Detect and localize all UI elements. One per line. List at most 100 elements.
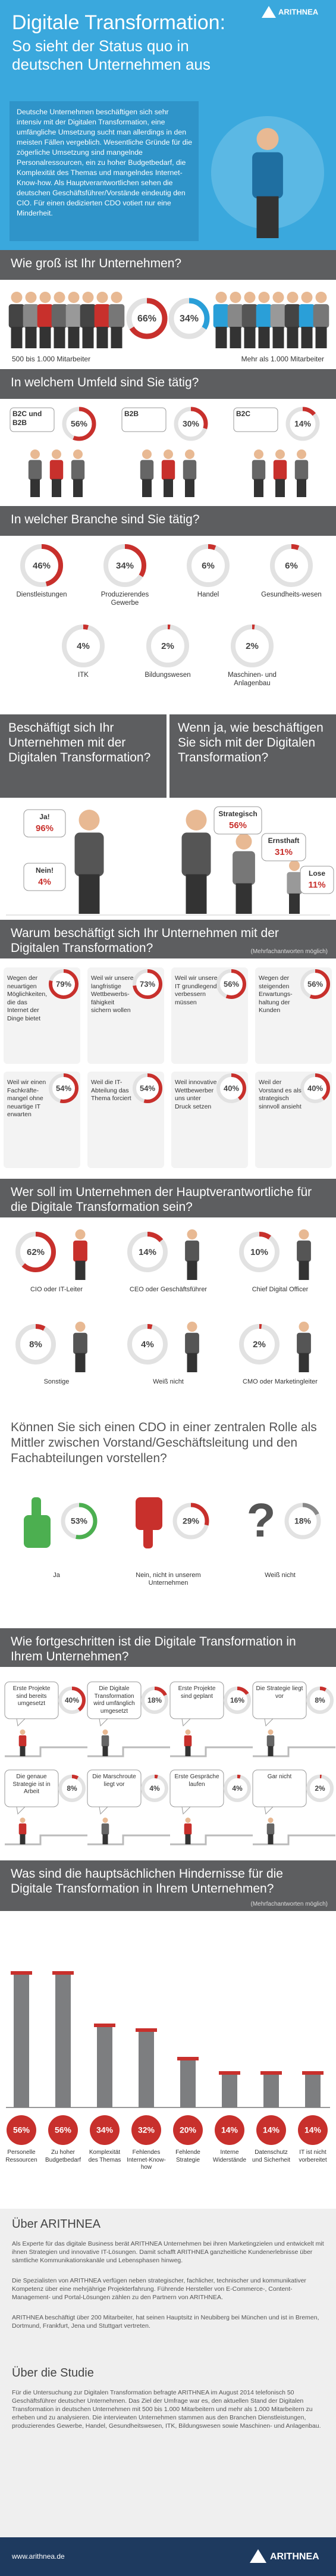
item-label: Gar nicht bbox=[267, 1773, 292, 1780]
section-bar bbox=[0, 369, 336, 399]
person-head bbox=[102, 1818, 108, 1823]
person-head bbox=[230, 292, 241, 303]
speech-bubble bbox=[23, 809, 66, 838]
donut-arc bbox=[306, 1687, 334, 1714]
donut-arc bbox=[62, 625, 105, 667]
obstacle-cap bbox=[302, 2071, 324, 2075]
item-label: Weil die IT-Abteilung das Thema forciert bbox=[91, 1079, 131, 1102]
person-legs bbox=[96, 326, 108, 348]
thumb-icon bbox=[32, 1497, 41, 1519]
person-head bbox=[164, 449, 173, 459]
person-body bbox=[297, 1240, 311, 1262]
item-label: Komplexität des Themas bbox=[88, 2149, 121, 2163]
person-head bbox=[25, 292, 37, 303]
person-head bbox=[287, 292, 299, 303]
person-legs bbox=[20, 1746, 26, 1756]
section-bar bbox=[0, 250, 336, 280]
person-head bbox=[187, 1229, 197, 1239]
section-title: Wie fortgeschritten ist die Digitale Tra… bbox=[11, 1635, 296, 1663]
section-note: (Mehrfachantworten möglich) bbox=[250, 948, 328, 955]
stair-step bbox=[5, 1746, 87, 1757]
person-body bbox=[8, 304, 25, 328]
section-title: Beschäftigt sich Ihr Unternehmen mit der… bbox=[8, 721, 151, 764]
study-paragraph: Für die Untersuchung zur Digitalen Trans… bbox=[12, 2389, 321, 2430]
person-body bbox=[80, 304, 96, 328]
percent-label: 8% bbox=[29, 1339, 42, 1350]
logo: ARITHNEA bbox=[278, 7, 319, 16]
person-legs bbox=[73, 479, 83, 497]
person-legs bbox=[299, 1353, 309, 1372]
percent-label: 32% bbox=[138, 2125, 155, 2135]
person-legs bbox=[25, 326, 37, 348]
donut-arc bbox=[15, 1232, 56, 1272]
donut-arc bbox=[103, 544, 146, 587]
item-label: CEO oder Geschäftsführer bbox=[129, 1286, 208, 1293]
item-label: ITK bbox=[78, 672, 89, 679]
percent-label: 2% bbox=[161, 641, 174, 651]
percent-label: 14% bbox=[294, 419, 312, 429]
percent-label: 18% bbox=[294, 1516, 312, 1526]
person-body bbox=[65, 304, 82, 328]
section-title: Was sind die hauptsächlichen Hindernisse… bbox=[11, 1867, 283, 1896]
item-label: Weiß nicht bbox=[265, 1572, 296, 1579]
person-legs bbox=[20, 1834, 26, 1844]
stair-step bbox=[5, 1834, 87, 1846]
person-head bbox=[256, 128, 279, 150]
footer-strip bbox=[0, 2537, 336, 2576]
person-legs bbox=[54, 326, 65, 348]
donut-arc bbox=[239, 1324, 280, 1365]
person-legs bbox=[301, 326, 313, 348]
percent-label: 34% bbox=[116, 561, 134, 571]
section-title: In welchem Umfeld sind Sie tätig? bbox=[11, 376, 199, 389]
footer-url: www.arithnea.de bbox=[11, 2552, 65, 2561]
donut-arc bbox=[168, 298, 210, 339]
person-body bbox=[49, 460, 64, 480]
percent-label: 56% bbox=[307, 979, 323, 988]
percent-badge bbox=[131, 2115, 161, 2145]
person-head bbox=[75, 1322, 86, 1332]
item-label: Interne Widerstände bbox=[212, 2149, 247, 2163]
footer-logo: ARITHNEA bbox=[270, 2552, 319, 2562]
person-legs bbox=[142, 479, 152, 497]
percent-label: 11% bbox=[308, 880, 325, 890]
person-head bbox=[54, 292, 65, 303]
item-label: Ja! bbox=[39, 813, 50, 821]
percent-label: 56% bbox=[224, 979, 239, 988]
person-head bbox=[187, 1322, 197, 1332]
logo-mark bbox=[250, 2549, 266, 2563]
percent-label: 16% bbox=[230, 1696, 244, 1704]
intro: Deutsche Unternehmen beschäftigen sich s… bbox=[17, 108, 193, 217]
bubble-tail bbox=[16, 1806, 26, 1815]
person-body bbox=[181, 832, 211, 876]
item-label: Mehr als 1.000 Mitarbeiter bbox=[241, 355, 324, 363]
item-label: B2C bbox=[236, 410, 251, 418]
donut-arc bbox=[284, 1503, 321, 1540]
donut-arc bbox=[146, 625, 189, 667]
person-legs bbox=[30, 479, 40, 497]
person-legs bbox=[111, 326, 123, 348]
percent-label: 79% bbox=[56, 979, 71, 988]
stair-step bbox=[253, 1834, 335, 1846]
percent-label: 54% bbox=[140, 1084, 155, 1092]
person-body bbox=[185, 1240, 199, 1262]
person-head bbox=[258, 292, 270, 303]
item-label: Weil wir einen Fachkräfte-mangel ohne ne… bbox=[7, 1079, 46, 1118]
obstacle-cap bbox=[94, 2024, 115, 2027]
person-legs bbox=[186, 874, 207, 914]
obstacle-cap bbox=[219, 2071, 240, 2075]
item-label: Lose bbox=[308, 869, 325, 878]
donut-arc bbox=[300, 969, 330, 999]
person-legs bbox=[215, 326, 227, 348]
percent-label: 62% bbox=[27, 1247, 45, 1257]
percent-label: 14% bbox=[139, 1247, 156, 1257]
item-label: B2B bbox=[124, 410, 139, 418]
donut-arc bbox=[15, 1324, 56, 1365]
question-icon: ? bbox=[247, 1494, 276, 1547]
donut-arc bbox=[58, 1687, 86, 1714]
person-head bbox=[315, 292, 327, 303]
donut-arc bbox=[61, 1503, 98, 1540]
person-legs bbox=[244, 326, 256, 348]
percent-label: 56% bbox=[71, 419, 88, 429]
percent-label: 30% bbox=[183, 419, 200, 429]
obstacle-cap bbox=[177, 2057, 199, 2060]
